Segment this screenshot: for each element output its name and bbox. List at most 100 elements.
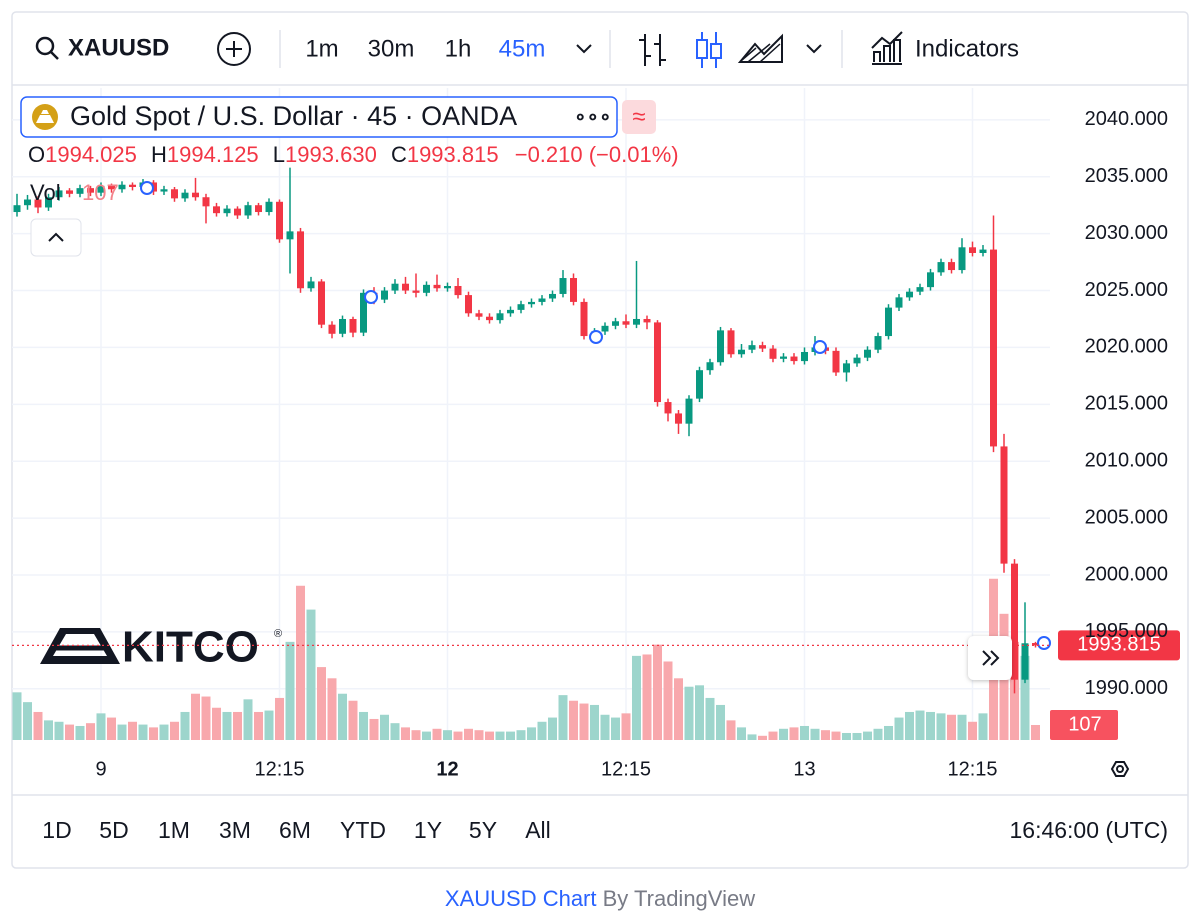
volume-bar: [107, 717, 116, 740]
separator: [279, 30, 843, 68]
event-marker[interactable]: [1037, 636, 1051, 650]
candle-body: [129, 184, 136, 187]
candle-body: [328, 324, 336, 334]
candle-body: [717, 330, 724, 363]
indicators-icon[interactable]: [871, 31, 903, 65]
candle-body: [538, 298, 546, 302]
volume-bar: [632, 655, 641, 740]
candle-body: [759, 345, 766, 349]
volume-bar: [54, 721, 64, 740]
interval[interactable]: 1m: [305, 35, 338, 62]
area-icon[interactable]: [737, 33, 783, 63]
volume-bar: [758, 735, 767, 740]
range-button[interactable]: YTD: [340, 817, 386, 843]
volume-bar: [285, 641, 295, 740]
volume-bar: [590, 704, 599, 740]
last-price-label: 1993.815: [1077, 634, 1160, 656]
candle-body: [706, 362, 714, 371]
candle-body: [853, 357, 861, 364]
ohlc-value: 1994.125: [167, 142, 259, 167]
y-tick-label: 1990.000: [1085, 677, 1168, 699]
bars-icon[interactable]: [639, 34, 666, 66]
volume-legend-value: 107: [82, 180, 119, 205]
indicators-button[interactable]: Indicators: [915, 35, 1019, 62]
event-marker[interactable]: [589, 330, 603, 344]
ohlc-value: 1993.815: [407, 142, 499, 167]
candle-body: [496, 313, 504, 321]
ohlc-readout: O1994.025 H1994.125 L1993.630 C1993.815 …: [28, 142, 679, 167]
range-button[interactable]: 1Y: [414, 817, 442, 843]
volume-bar: [159, 724, 169, 740]
symbol[interactable]: XAUUSD: [68, 34, 169, 61]
scroll-icon: [982, 650, 1000, 666]
volume-bar: [243, 699, 253, 740]
candle-body: [622, 321, 630, 325]
settings-icon[interactable]: [1110, 761, 1130, 777]
candle-body: [990, 249, 997, 447]
candle-body: [801, 351, 808, 362]
candle-body: [276, 201, 283, 240]
clock: 16:46:00 (UTC): [1009, 817, 1168, 843]
candle-body: [160, 189, 168, 192]
candle-body: [1011, 563, 1018, 680]
footer-link[interactable]: XAUUSD Chart: [445, 886, 597, 911]
volume-bar: [86, 723, 95, 740]
last-volume-label: 107: [1068, 713, 1101, 735]
candle-body: [958, 247, 966, 271]
more-icon[interactable]: ∘∘∘: [574, 106, 612, 128]
volume-bar: [432, 728, 442, 740]
y-tick-label: 2025.000: [1085, 279, 1168, 301]
candle-body: [87, 188, 94, 193]
interval[interactable]: 1h: [445, 35, 472, 62]
volume-bar: [75, 725, 85, 740]
overlay: 1993.815 107: [12, 630, 1180, 740]
interval[interactable]: 30m: [368, 35, 415, 62]
event-marker[interactable]: [813, 340, 827, 354]
volume-bar: [359, 711, 368, 740]
volume-bar: [348, 700, 358, 740]
range-button[interactable]: 1M: [158, 817, 190, 843]
volume-bar: [936, 713, 946, 740]
candle-body: [843, 363, 850, 373]
candle-body: [832, 350, 840, 373]
candle-body: [885, 307, 892, 337]
volume-bar: [464, 728, 473, 740]
y-tick-label: 2030.000: [1085, 222, 1168, 244]
y-tick-label: 2010.000: [1085, 450, 1168, 472]
range-button[interactable]: 3M: [219, 817, 251, 843]
badge-box[interactable]: [622, 100, 656, 134]
candle-body: [874, 336, 882, 350]
candles: [13, 167, 1039, 694]
candle-body: [423, 284, 430, 293]
symbol-legend[interactable]: [20, 96, 618, 138]
range-button[interactable]: All: [525, 817, 551, 843]
candle-body: [339, 318, 346, 334]
candle-body: [916, 287, 924, 292]
volume-bar: [905, 711, 914, 740]
candle-body: [318, 281, 325, 325]
candle-body: [601, 325, 609, 332]
interval-active[interactable]: 45m: [499, 35, 546, 62]
search-icon[interactable]: [35, 36, 55, 56]
compare-button[interactable]: [217, 32, 251, 66]
ohlc-key: L: [273, 142, 285, 167]
range-button[interactable]: 5D: [99, 817, 128, 843]
footer: XAUUSD Chart By TradingView: [445, 886, 755, 911]
range-button[interactable]: 1D: [42, 817, 71, 843]
candles-icon[interactable]: [696, 32, 722, 68]
candle-body: [202, 197, 210, 207]
event-marker[interactable]: [364, 290, 378, 304]
last-volume-box: [1050, 709, 1118, 740]
dropdown-chevron[interactable]: [576, 44, 822, 54]
range-button[interactable]: 6M: [279, 817, 311, 843]
volume-bar: [663, 661, 673, 740]
event-marker[interactable]: [140, 181, 154, 195]
volume-bar: [23, 702, 32, 740]
candle-body: [97, 185, 105, 193]
event-markers: [140, 181, 1051, 650]
volume-bar: [810, 728, 820, 740]
candle-body: [549, 293, 556, 299]
settings-icon-center: [1116, 765, 1124, 773]
collapse-button[interactable]: [30, 218, 82, 257]
range-button[interactable]: 5Y: [469, 817, 497, 843]
